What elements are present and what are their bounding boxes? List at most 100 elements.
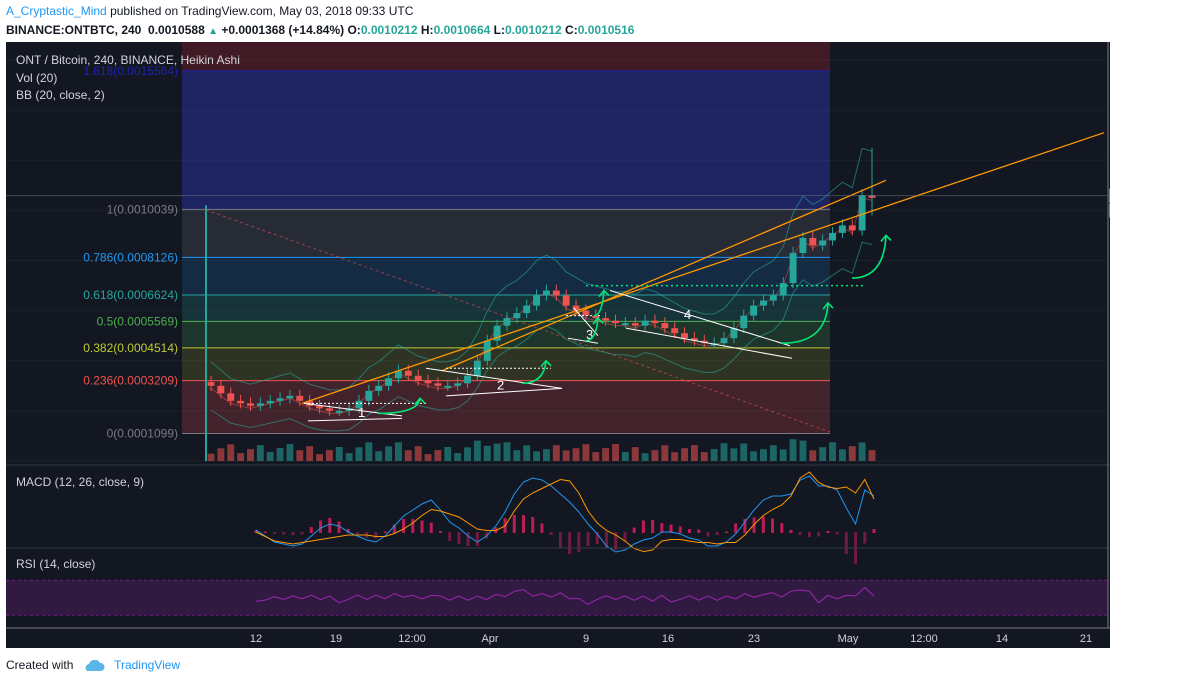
candle-body: [533, 295, 541, 306]
volume-bar: [414, 446, 422, 461]
volume-bar: [700, 452, 708, 461]
candle-body: [720, 338, 728, 344]
wedge-3-lower[interactable]: [567, 337, 599, 344]
rsi-band: [6, 580, 1108, 616]
drawings[interactable]: 1 2 3 4: [205, 132, 1105, 433]
candle-body: [661, 323, 669, 329]
green-arrow-head[interactable]: [822, 301, 834, 310]
green-arrow-curve[interactable]: [781, 303, 829, 345]
close-value: 0.0010516: [577, 23, 635, 37]
green-arrow-head[interactable]: [598, 289, 610, 298]
legend-bb: BB (20, close, 2): [16, 88, 105, 102]
volume-bar: [789, 439, 797, 461]
volume-bar: [325, 450, 333, 461]
created-with-text: Created with: [6, 658, 74, 672]
volume-bar: [769, 445, 777, 461]
candle-body: [641, 320, 649, 326]
open-value: 0.0010212: [360, 23, 418, 37]
tradingview-link[interactable]: TradingView: [114, 658, 181, 672]
candle-body: [819, 240, 827, 246]
wedge-4-lower[interactable]: [625, 327, 793, 359]
annotation-4[interactable]: 4: [684, 307, 691, 322]
rsi-pane[interactable]: RSI (14, close) 80.000040.0000: [6, 547, 1110, 616]
fibonacci-retracement[interactable]: 1.618(0.0015564) 1(0.0010039) 0.786(0.0008…: [83, 42, 830, 440]
trendline-lower[interactable]: [441, 179, 887, 372]
green-arrow-curve[interactable]: [585, 318, 599, 342]
macd-histogram-bar: [475, 532, 479, 546]
time-tick-label: 23: [748, 633, 760, 645]
candle-body: [247, 403, 254, 406]
annotation-2[interactable]: 2: [497, 377, 504, 392]
green-arrow-head[interactable]: [880, 234, 892, 242]
low-label: L:: [493, 23, 505, 37]
candle-body: [503, 318, 511, 326]
macd-histogram-bar: [346, 529, 350, 533]
volume-bar: [286, 444, 294, 461]
chart-area[interactable]: 1.618(0.0015564) 1(0.0010039) 0.786(0.0008…: [6, 42, 1110, 648]
time-tick-label: 16: [662, 633, 674, 645]
fib-zone: [182, 70, 830, 210]
volume-bar: [444, 447, 452, 461]
macd-histogram-bar: [466, 532, 470, 546]
green-arrow-curve[interactable]: [851, 235, 887, 279]
macd-histogram-bar: [835, 532, 839, 535]
annotation-1[interactable]: 1: [358, 405, 365, 420]
wedge-2-lower[interactable]: [445, 387, 563, 397]
candle-body: [365, 390, 373, 401]
macd-histogram-bar: [531, 517, 535, 533]
volume-bar: [799, 440, 807, 461]
wedge-4-upper[interactable]: [609, 290, 791, 347]
green-arrow-curve[interactable]: [521, 360, 547, 385]
macd-histogram-bar: [771, 518, 775, 533]
wedge-2-upper[interactable]: [425, 367, 563, 389]
macd-histogram-bar: [577, 532, 581, 552]
macd-histogram-bar: [438, 531, 442, 533]
volume-bar: [385, 446, 393, 461]
candle-body: [207, 382, 215, 386]
price-change: +0.0001368 (+14.84%): [221, 23, 345, 37]
candle-body: [355, 400, 363, 409]
volume-bar: [720, 443, 728, 461]
volume-bar: [424, 454, 432, 461]
green-arrow-head[interactable]: [540, 359, 552, 368]
macd-histogram-bar: [641, 520, 645, 533]
wedge-3-upper[interactable]: [573, 307, 599, 337]
green-arrow-curve[interactable]: [377, 398, 421, 415]
volume-bar: [661, 445, 669, 461]
green-arrow-head[interactable]: [414, 397, 426, 405]
trendline-upper[interactable]: [301, 132, 1105, 404]
candle-body: [464, 375, 471, 384]
volume-bar: [730, 448, 738, 461]
wedge-1-lower[interactable]: [307, 417, 403, 422]
time-tick-label: May: [838, 633, 859, 645]
macd-histogram-bar: [328, 518, 332, 533]
candle-body: [296, 395, 304, 401]
macd-histogram-bar: [798, 532, 802, 535]
price-axis[interactable]: 0.00160000.00140000.00120000.00100000.00…: [1107, 42, 1110, 628]
green-arrow-curve[interactable]: [593, 290, 605, 317]
candle-body: [552, 290, 560, 296]
volume-bar: [464, 447, 471, 461]
volume-bar: [848, 446, 856, 461]
volume-bar: [454, 453, 462, 461]
candle-body: [572, 305, 580, 311]
annotation-3[interactable]: 3: [586, 327, 593, 342]
candle-body: [562, 295, 570, 306]
author-link[interactable]: A_Cryptastic_Mind: [6, 4, 107, 18]
diagonal-dotted-line[interactable]: [205, 209, 831, 433]
high-value: 0.0010664: [433, 23, 491, 37]
candle-body: [227, 393, 235, 401]
candle-body: [631, 323, 639, 326]
volume-bar: [256, 445, 264, 461]
macd-pane[interactable]: MACD (12, 26, close, 9) 0.00010.0000: [6, 464, 1110, 564]
green-arrow-head[interactable]: [592, 316, 604, 325]
time-axis[interactable]: 12 19 12:00 Apr 9 16 23 May 12:00 14 21: [6, 627, 1110, 645]
green-arrows[interactable]: [377, 234, 892, 415]
candle-body: [651, 320, 659, 324]
volume-bar: [404, 450, 412, 461]
chart-svg[interactable]: 1.618(0.0015564) 1(0.0010039) 0.786(0.0008…: [6, 42, 1110, 648]
fib-zone: [182, 347, 830, 381]
candle-body: [730, 328, 738, 339]
candle-body: [335, 410, 343, 413]
volume-bar: [306, 446, 314, 461]
